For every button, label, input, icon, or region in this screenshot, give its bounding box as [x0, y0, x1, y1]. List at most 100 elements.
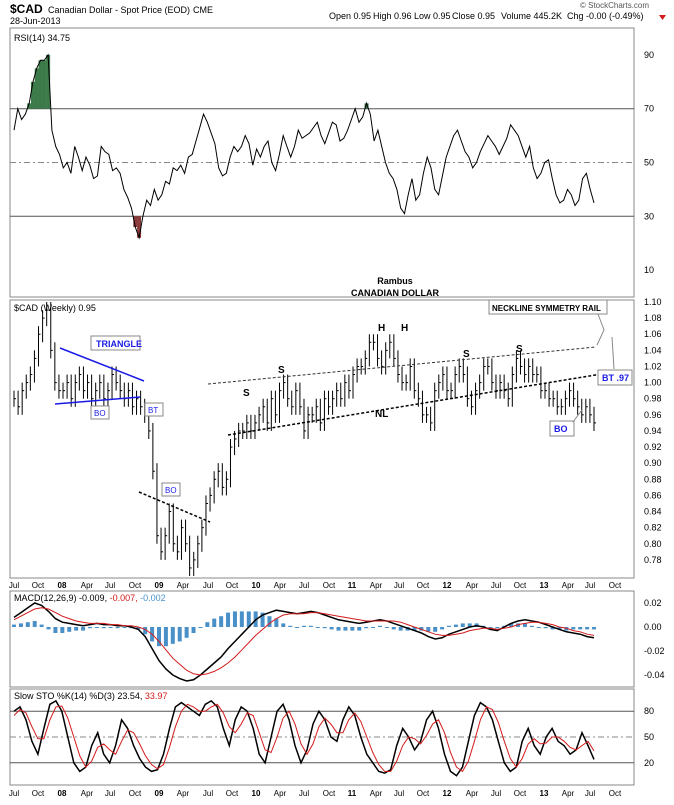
nl-label: NL [375, 409, 388, 420]
price-tick-label: 0.92 [644, 442, 662, 452]
macd-hist-bar [322, 627, 327, 629]
date-tick-label: Jul [394, 581, 404, 590]
macd-hist-bar [495, 627, 500, 629]
date-tick-label: Apr [81, 789, 94, 798]
macd-hist-bar [274, 618, 279, 627]
macd-hist-bar [25, 622, 30, 627]
macd-hist-bar [295, 627, 300, 628]
macd-hist-bar [433, 627, 438, 632]
macd-hist-bar [426, 627, 431, 632]
date-tick-label: Oct [32, 581, 45, 590]
price-tick-label: 0.90 [644, 458, 662, 468]
sto-k-line [13, 699, 595, 777]
close-value: Close 0.95 [452, 11, 495, 21]
date-tick-label: Oct [417, 581, 430, 590]
macd-hist-bar [564, 627, 569, 631]
open-value: Open 0.95 [329, 11, 371, 21]
macd-hist-bar [239, 611, 244, 627]
date-tick-label: Apr [177, 581, 190, 590]
date-tick-label: 11 [348, 789, 357, 798]
rsi-grid [10, 108, 634, 217]
date-tick-label: Apr [562, 581, 575, 590]
macd-hist-bar [177, 627, 182, 642]
macd-hist-bar [122, 627, 127, 628]
bo-label-2: BO [165, 486, 177, 495]
macd-hist-bar [488, 627, 493, 629]
date-tick-label: Oct [226, 789, 239, 798]
date: 28-Jun-2013 [10, 16, 61, 26]
instrument-name: Canadian Dollar - Spot Price (EOD) [48, 5, 190, 15]
date-tick-label: Apr [177, 789, 190, 798]
date-tick-label: 08 [58, 581, 67, 590]
triangle-label: TRIANGLE [96, 339, 142, 349]
date-tick-label: Oct [323, 789, 336, 798]
macd-hist-bar [357, 627, 362, 631]
h-label-2: H [401, 323, 408, 334]
macd-hist-bar [543, 627, 548, 629]
macd-hist-bar [550, 627, 555, 630]
date-tick-label: Jul [585, 789, 595, 798]
price-tick-label: 0.94 [644, 426, 662, 436]
macd-hist-bar [467, 623, 472, 627]
sto-d-line [13, 703, 595, 773]
macd-hist-bar [453, 624, 458, 627]
price-tick-label: 1.06 [644, 329, 662, 339]
macd-hist-bar [585, 627, 590, 630]
rsi-overbought-fill [34, 68, 39, 109]
macd-hist-bar [302, 625, 306, 627]
macd-hist-bar [578, 627, 583, 630]
macd-hist-bar [419, 627, 424, 631]
date-tick-label: Oct [514, 581, 527, 590]
macd-signal-line [13, 607, 595, 676]
macd-hist-bar [336, 627, 341, 631]
date-tick-label: 12 [443, 789, 452, 798]
watermark: © StockCharts.com [580, 1, 649, 10]
macd-hist-bar [74, 627, 79, 631]
macd-hist-bar [509, 623, 514, 627]
macd-panel: MACD(12,26,9) -0.009, -0.007, -0.002 0.0… [9, 590, 665, 688]
date-tick-label: Apr [274, 581, 287, 590]
date-tick-label: Apr [370, 581, 383, 590]
date-tick-label: Oct [514, 789, 527, 798]
s-label-3: S [463, 349, 470, 360]
macd-hist-bar [281, 623, 286, 627]
macd-hist-bar [108, 627, 113, 628]
rsi-tick-label: 50 [644, 158, 654, 168]
price-tick-label: 0.98 [644, 394, 662, 404]
bt-label-1: BT [148, 406, 158, 415]
macd-hist-bar [46, 627, 51, 630]
date-tick-label: Jul [585, 581, 595, 590]
rsi-overbought-fill [27, 103, 32, 109]
macd-tick-label: 0.00 [644, 622, 662, 632]
macd-hist-bar [288, 625, 293, 627]
macd-hist-bar [592, 627, 596, 630]
macd-hist-bar [87, 627, 92, 629]
macd-hist-bar [308, 625, 313, 627]
macd-frame [9, 590, 635, 688]
macd-hist-bar [350, 627, 355, 631]
macd-hist-bar [246, 611, 251, 627]
sto-grid [10, 710, 634, 764]
date-tick-label: Oct [323, 581, 336, 590]
macd-hist-bar [343, 627, 348, 631]
rail-pointer [596, 313, 605, 346]
price-legend: $CAD (Weekly) 0.95 [14, 303, 96, 313]
sto-tick-label: 50 [644, 732, 654, 742]
date-tick-label: 13 [540, 581, 549, 590]
macd-hist-bar [143, 627, 148, 635]
macd-hist-bar [205, 622, 210, 627]
rsi-line [13, 53, 595, 240]
date-tick-label: Apr [81, 581, 94, 590]
macd-hist-bar [377, 625, 382, 627]
macd-hist-bar [412, 627, 417, 631]
macd-hist-bar [81, 627, 86, 631]
rsi-panel: RSI(14) 34.75 90 70 50 30 10 Rambus CANADIAN… [9, 27, 654, 298]
date-tick-label: Apr [466, 789, 479, 798]
date-tick-label: Jul [203, 581, 213, 590]
rsi-legend: RSI(14) 34.75 [14, 33, 70, 43]
triangle-top-line [59, 347, 145, 382]
date-tick-label: Oct [129, 789, 142, 798]
date-tick-label: 10 [252, 581, 261, 590]
exchange: CME [193, 5, 213, 15]
bo-label-1: BO [94, 409, 106, 418]
